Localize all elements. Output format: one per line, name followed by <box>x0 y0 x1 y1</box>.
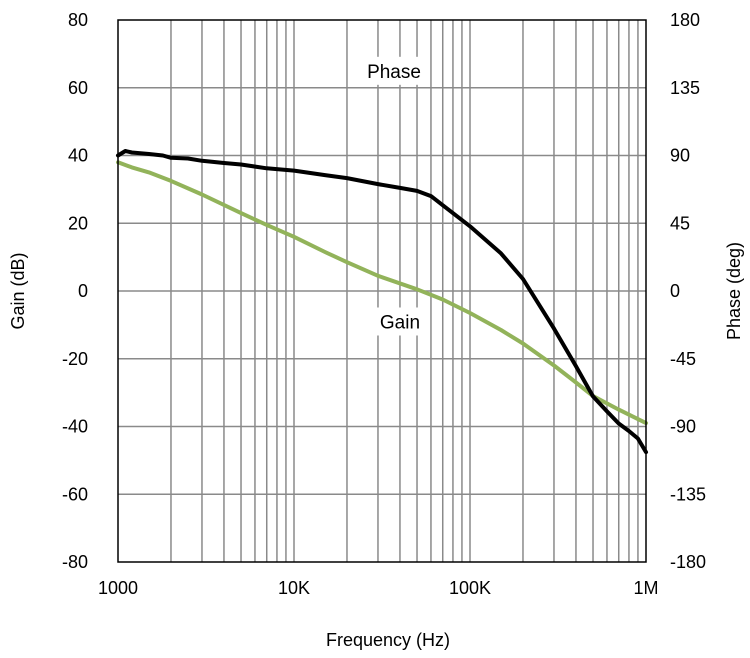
left-tick-label: 60 <box>68 78 88 98</box>
plot-frame <box>117 19 647 563</box>
left-tick-label: -40 <box>62 417 88 437</box>
x-tick-label: 1000 <box>98 578 138 598</box>
x-tick-label: 100K <box>449 578 491 598</box>
annotation-label: Gain <box>380 312 420 333</box>
right-tick-label: -180 <box>670 552 706 572</box>
series-layer <box>116 149 648 455</box>
series-line-phase <box>116 149 648 455</box>
left-tick-label: -60 <box>62 484 88 504</box>
right-tick-label: 45 <box>670 213 690 233</box>
right-tick-label: -90 <box>670 417 696 437</box>
annotation-box <box>360 56 428 85</box>
annotation-layer: Phase Gain <box>360 56 428 336</box>
left-tick-label: -80 <box>62 552 88 572</box>
right-tick-labels: 180 135 90 45 0 -45 -90 -135 -180 <box>670 10 706 572</box>
gridlines <box>118 20 646 562</box>
x-axis-label: Frequency (Hz) <box>326 630 450 650</box>
annotation-gain: Gain <box>371 307 428 336</box>
left-tick-label: 20 <box>68 213 88 233</box>
left-tick-label: 40 <box>68 146 88 166</box>
right-tick-label: 90 <box>670 146 690 166</box>
x-tick-label: 10K <box>278 578 310 598</box>
series-line-gain <box>116 160 648 426</box>
left-tick-label: -20 <box>62 349 88 369</box>
right-tick-label: 135 <box>670 78 700 98</box>
right-tick-label: -135 <box>670 484 706 504</box>
left-y-axis-label: Gain (dB) <box>8 252 28 329</box>
right-tick-label: 180 <box>670 10 700 30</box>
x-tick-label: 1M <box>633 578 658 598</box>
annotation-phase: Phase <box>360 56 428 85</box>
annotation-box <box>371 307 428 336</box>
left-tick-labels: 80 60 40 20 0 -20 -40 -60 -80 <box>62 10 88 572</box>
left-tick-label: 0 <box>78 281 88 301</box>
right-y-axis-label: Phase (deg) <box>724 242 744 340</box>
right-tick-label: 0 <box>670 281 680 301</box>
left-tick-label: 80 <box>68 10 88 30</box>
x-tick-labels: 1000 10K 100K 1M <box>98 578 659 598</box>
annotation-label: Phase <box>367 62 421 83</box>
right-tick-label: -45 <box>670 349 696 369</box>
